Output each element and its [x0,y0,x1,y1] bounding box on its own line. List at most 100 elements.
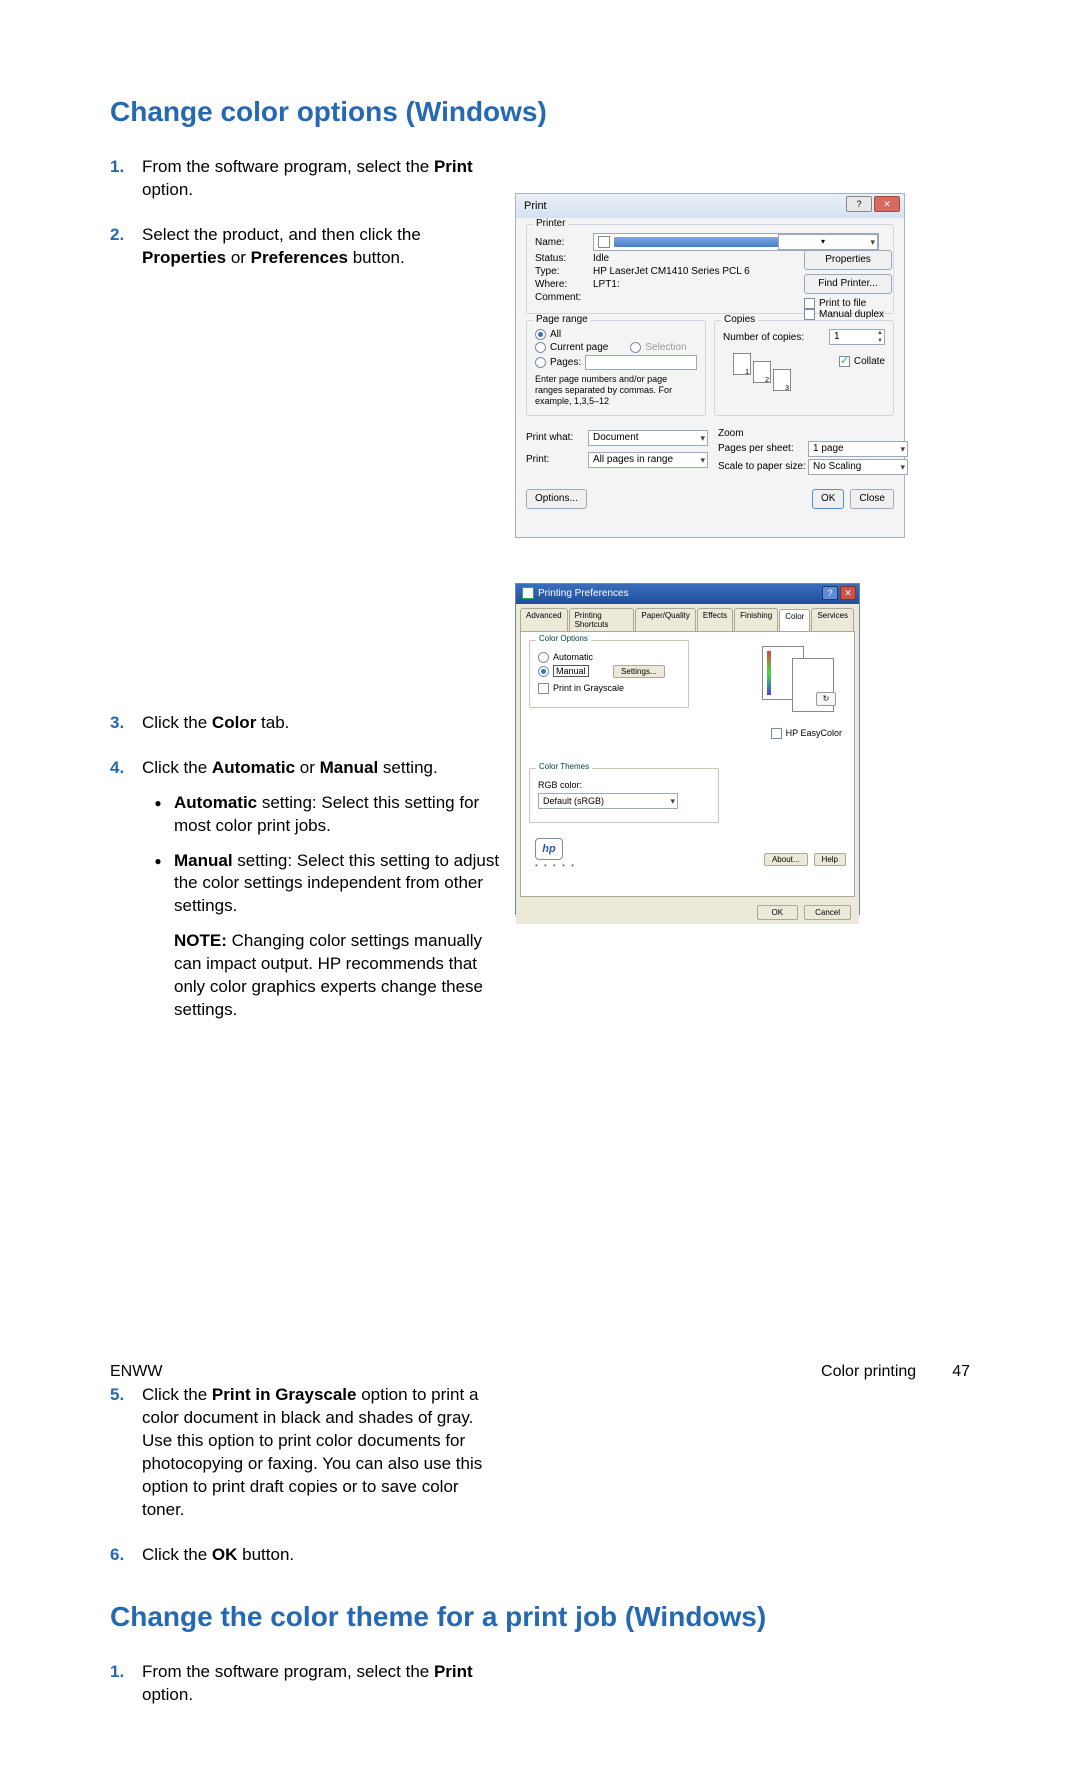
copies-spinner[interactable]: 1 [829,329,885,345]
print-what-label: Print what: [526,432,588,443]
settings-button[interactable]: Settings... [613,665,665,678]
type-label: Type: [535,266,593,277]
help-button[interactable]: Help [814,853,846,866]
help-window-button[interactable]: ? [822,586,838,600]
tab-effects[interactable]: Effects [697,608,733,631]
step-number: 4. [110,757,142,1034]
scale-label: Scale to paper size: [718,461,808,472]
step-number: 5. [110,1384,142,1522]
step-2-text: Select the product, and then click the P… [142,224,500,270]
grayscale-label: Print in Grayscale [553,683,624,693]
footer-section: Color printing [821,1363,916,1381]
step-3-text: Click the Color tab. [142,712,500,735]
grayscale-checkbox[interactable] [538,683,549,694]
page-footer: ENWW Color printing 47 [110,1363,970,1381]
ok-button[interactable]: OK [757,905,799,920]
step-number: 1. [110,156,142,202]
current-page-label: Current page [550,342,608,353]
collate-icon: 123 [733,353,791,375]
step-number: 3. [110,712,142,735]
pages-note: Enter page numbers and/or page ranges se… [535,374,697,406]
ok-button[interactable]: OK [812,489,844,509]
bullet-icon: ● [142,850,174,1023]
automatic-label: Automatic [553,652,593,662]
close-window-button[interactable]: ✕ [874,196,900,212]
automatic-radio[interactable] [538,652,549,663]
pages-input[interactable] [585,355,697,370]
collate-checkbox[interactable] [839,356,850,367]
print-to-file-checkbox[interactable] [804,298,815,309]
bullet-icon: ● [142,792,174,838]
scale-select[interactable]: No Scaling [808,459,908,475]
print-dialog: Print ? ✕ Printer Name: ▾ Status:Idle Ty… [515,193,905,538]
step-number: 2. [110,224,142,270]
about-button[interactable]: About... [764,853,808,866]
hp-logo-icon: hp [535,838,563,860]
name-label: Name: [535,237,593,248]
step-number: 1. [110,1661,142,1707]
step-1-text: From the software program, select the Pr… [142,156,500,202]
rgb-color-select[interactable]: Default (sRGB) [538,793,678,809]
preferences-title: Printing Preferences ?✕ [516,584,859,604]
pages-radio[interactable] [535,357,546,368]
manual-duplex-checkbox[interactable] [804,309,815,320]
flip-icon: ↻ [816,692,836,706]
preview-icon: ↻ [762,646,842,706]
easycolor-checkbox[interactable] [771,728,782,739]
where-label: Where: [535,279,593,290]
close-window-button[interactable]: ✕ [840,586,856,600]
easycolor-label: HP EasyColor [786,728,842,738]
printer-name-select[interactable]: ▾ [593,233,879,251]
tab-advanced[interactable]: Advanced [520,608,568,631]
current-page-radio[interactable] [535,342,546,353]
rgb-label: RGB color: [538,780,710,790]
printing-preferences-dialog: Printing Preferences ?✕ AdvancedPrinting… [515,583,860,915]
close-button[interactable]: Close [850,489,894,509]
tabs: AdvancedPrinting ShortcutsPaper/QualityE… [516,604,859,631]
num-copies-label: Number of copies: [723,332,829,343]
tab-printing-shortcuts[interactable]: Printing Shortcuts [569,608,635,631]
options-button[interactable]: Options... [526,489,587,509]
step-4-text: Click the Automatic or Manual setting. ●… [142,757,500,1034]
all-radio[interactable] [535,329,546,340]
heading-change-color-options: Change color options (Windows) [110,96,970,128]
selection-label: Selection [645,342,686,353]
dots-icon: • • • • • [535,861,576,870]
printer-group-label: Printer [533,218,568,229]
tab-finishing[interactable]: Finishing [734,608,778,631]
print-to-file-label: Print to file [819,298,866,309]
manual-radio[interactable] [538,666,549,677]
cancel-button[interactable]: Cancel [804,905,851,920]
tab-services[interactable]: Services [811,608,854,631]
color-options-label: Color Options [536,634,591,643]
all-label: All [550,329,561,340]
print-label: Print: [526,454,588,465]
tab-paper-quality[interactable]: Paper/Quality [635,608,695,631]
step-6-text: Click the OK button. [142,1544,500,1567]
bullet-automatic: Automatic setting: Select this setting f… [174,792,500,838]
color-themes-label: Color Themes [536,762,592,771]
print-dialog-title: Print ? ✕ [516,194,904,218]
footer-left: ENWW [110,1363,162,1381]
tab-color[interactable]: Color [779,609,810,632]
printer-icon [598,236,610,248]
status-label: Status: [535,253,593,264]
type-value: HP LaserJet CM1410 Series PCL 6 [593,266,750,277]
bullet-manual: Manual setting: Select this setting to a… [174,850,500,1023]
pages-per-sheet-label: Pages per sheet: [718,443,808,454]
footer-page-number: 47 [952,1363,970,1381]
pages-per-sheet-select[interactable]: 1 page [808,441,908,457]
properties-button[interactable]: Properties [804,250,892,270]
print-what-select[interactable]: Document [588,430,708,446]
status-value: Idle [593,253,609,264]
print-range-select[interactable]: All pages in range [588,452,708,468]
collate-label: Collate [854,357,885,368]
heading-change-color-theme: Change the color theme for a print job (… [110,1601,970,1633]
selection-radio[interactable] [630,342,641,353]
comment-label: Comment: [535,292,593,303]
page-range-label: Page range [533,314,591,325]
where-value: LPT1: [593,279,620,290]
find-printer-button[interactable]: Find Printer... [804,274,892,294]
help-window-button[interactable]: ? [846,196,872,212]
pages-label: Pages: [550,357,581,368]
